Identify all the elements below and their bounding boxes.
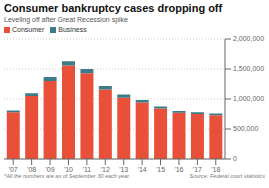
html-text:*All the numbers are as of Sep: *All the numbers are as of September 30 … [4,173,131,179]
svg-text:'16: '16 [174,166,183,173]
svg-text:'13: '13 [119,166,128,173]
svg-text:'17: '17 [193,166,202,173]
svg-text:'12: '12 [101,166,110,173]
svg-text:0: 0 [233,155,237,162]
svg-text:2,000,000: 2,000,000 [233,35,261,42]
html-text:Leveling off after Great Reces: Leveling off after Great Recession spike [4,16,128,23]
svg-text:'15: '15 [156,166,165,173]
svg-text:'08: '08 [27,166,36,173]
svg-text:'14: '14 [138,166,147,173]
svg-text:'07: '07 [9,166,18,173]
svg-text:'10: '10 [64,166,73,173]
svg-text:'18: '18 [211,166,220,173]
html-text:Source: Federal court statisti: Source: Federal court statistics [189,173,265,179]
html-text:Consumer: Consumer [12,26,45,33]
svg-text:1,500,000: 1,500,000 [233,65,261,72]
svg-text:'09: '09 [45,166,54,173]
svg-text:1,000,000: 1,000,000 [233,95,261,102]
html-text:Consumer bankruptcy cases drop: Consumer bankruptcy cases dropping off [4,2,223,14]
html-text:Business: Business [58,26,87,33]
svg-text:'11: '11 [83,166,92,173]
svg-text:500,000: 500,000 [233,125,258,132]
